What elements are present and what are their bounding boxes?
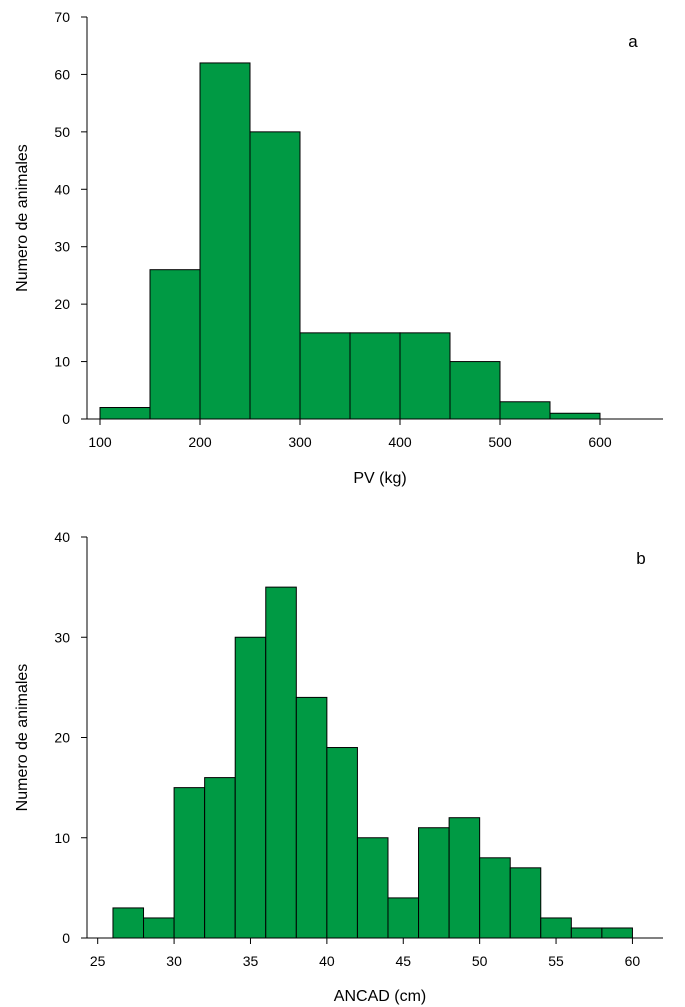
y-tick-label: 30 [54, 629, 70, 645]
histogram-bar [265, 586, 297, 939]
x-tick-label: 500 [488, 434, 512, 450]
y-tick-label: 70 [54, 9, 70, 25]
histogram-bar [549, 412, 601, 420]
histogram-bar [499, 401, 551, 420]
histogram-bar [143, 917, 175, 939]
y-axis-label: Numero de animales [14, 664, 31, 812]
histogram-bar [204, 777, 236, 939]
y-tick-label: 20 [54, 730, 70, 746]
x-axis-label: PV (kg) [353, 470, 406, 487]
histogram-bar [173, 787, 206, 939]
x-tick-label: 100 [88, 434, 112, 450]
histogram-bar [418, 827, 450, 939]
histogram-bar [99, 407, 151, 420]
histogram-bar [399, 332, 451, 420]
histogram-bar [540, 917, 572, 939]
histogram-bar [234, 636, 267, 939]
histogram-bar [349, 332, 401, 420]
y-tick-label: 0 [62, 411, 70, 427]
x-tick-label: 50 [472, 953, 488, 969]
histogram-bar [601, 927, 633, 939]
panel-label: a [628, 32, 638, 51]
histogram-bar [449, 361, 501, 420]
y-axis-label: Numero de animales [14, 144, 31, 292]
x-tick-label: 300 [288, 434, 312, 450]
y-tick-label: 40 [54, 529, 70, 545]
x-tick-label: 25 [90, 953, 106, 969]
x-tick-label: 60 [625, 953, 641, 969]
histogram-bar [326, 747, 358, 939]
histogram-bar [509, 867, 542, 939]
y-tick-label: 10 [54, 354, 70, 370]
y-tick-label: 30 [54, 239, 70, 255]
x-tick-label: 600 [588, 434, 612, 450]
y-tick-label: 40 [54, 181, 70, 197]
x-tick-label: 35 [243, 953, 259, 969]
histogram-bar [199, 62, 251, 420]
histogram-bar [299, 332, 351, 420]
x-tick-label: 30 [166, 953, 182, 969]
x-tick-label: 45 [395, 953, 411, 969]
histogram-bar [387, 897, 420, 939]
x-tick-label: 40 [319, 953, 335, 969]
x-axis-label: ANCAD (cm) [334, 988, 426, 1005]
histogram-bar [149, 269, 201, 420]
y-tick-label: 10 [54, 830, 70, 846]
histogram-bar [479, 857, 511, 939]
histogram-bar [570, 927, 603, 939]
x-tick-label: 200 [188, 434, 212, 450]
panel-label: b [636, 549, 645, 568]
y-tick-label: 50 [54, 124, 70, 140]
y-tick-label: 60 [54, 66, 70, 82]
y-tick-label: 0 [62, 930, 70, 946]
y-tick-label: 20 [54, 296, 70, 312]
histogram-bar [295, 696, 328, 939]
x-tick-label: 400 [388, 434, 412, 450]
histogram-bar [249, 131, 301, 420]
histogram-bar [112, 907, 145, 939]
histogram-panel-b: 0 10 20 30 40 25 30 35 40 45 50 55 60 ANCAD (cm) Numer… [14, 529, 663, 1005]
histogram-bar [448, 817, 481, 939]
histogram-bar [356, 837, 389, 939]
histogram-panel-a: 0 10 20 30 40 50 60 70 100 200 300 400 500 600 PV (kg)… [14, 9, 663, 487]
x-tick-label: 55 [548, 953, 564, 969]
